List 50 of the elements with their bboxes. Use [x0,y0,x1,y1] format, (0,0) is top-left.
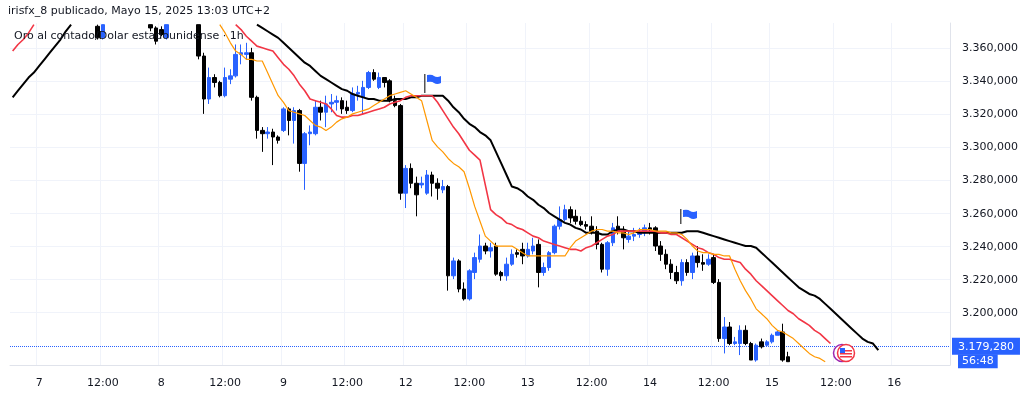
x-tick-label: 15 [765,376,780,389]
candlestick [281,106,286,133]
x-tick-label: 7 [35,376,43,389]
candlestick [706,253,711,267]
y-tick-label: 3.320,000 [962,107,1018,121]
x-tick-label: 12:00 [697,376,730,389]
candlestick [377,72,381,90]
x-tick-label: 14 [642,376,657,389]
x-tick-label: 9 [280,376,287,389]
candlestick [265,126,270,140]
ref-line-label: 3.179,280 [958,339,1014,353]
candlestick [372,68,376,82]
candlestick [207,67,211,105]
candlestick [297,108,302,173]
y-tick-label: 3.200,000 [962,305,1018,319]
chart-subtitle: irisfx_8 publicado, Mayo 15, 2025 13:03 UTC+2 [8,4,270,17]
x-tick-label: 12:00 [331,376,364,389]
candlestick [488,242,493,259]
x-tick-label: 12:00 [87,376,119,389]
candlestick [287,106,291,136]
text: 56:48 [962,354,994,368]
candlestick [690,252,695,280]
candlestick [451,257,456,280]
x-tick-label: 12:00 [819,376,852,389]
candlestick [536,238,541,288]
x-tick-label: 8 [157,376,165,389]
y-tick-label: 3.260,000 [962,206,1018,220]
y-tick-label: 3.280,000 [962,173,1018,187]
candlestick [483,242,488,255]
x-tick-label: 13 [520,376,535,389]
candlestick [759,338,764,349]
candlestick [685,258,689,277]
x-tick-label: 12:00 [209,376,241,389]
line-series [219,24,826,363]
candlestick [446,184,450,292]
x-tick-label: 12 [398,376,413,389]
x-tick-label: 12:00 [575,376,608,389]
x-tick-label: 12:00 [453,376,486,389]
y-tick-label: 3.340,000 [962,74,1018,88]
candlestick [403,164,408,209]
candlestick [441,179,445,194]
y-tick-label: 3.360,000 [962,41,1018,55]
y-tick-label: 3.220,000 [962,272,1018,286]
candlestick [727,321,732,346]
candlestick [680,258,684,287]
candlestick [292,106,296,145]
candlestick [318,100,323,121]
y-tick-label: 3.300,000 [962,140,1018,154]
y-tick-label: 3.240,000 [962,239,1018,253]
x-tick-label: 16 [887,376,902,389]
